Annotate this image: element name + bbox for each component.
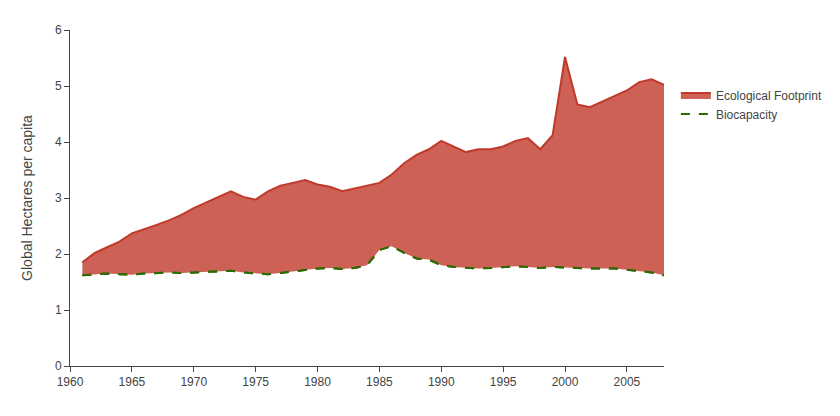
svg-text:1: 1 xyxy=(55,303,62,317)
svg-text:1995: 1995 xyxy=(490,375,517,389)
svg-text:Global Hectares per capita: Global Hectares per capita xyxy=(19,115,35,281)
svg-text:1980: 1980 xyxy=(304,375,331,389)
svg-text:1975: 1975 xyxy=(242,375,269,389)
svg-text:Ecological Footprint: Ecological Footprint xyxy=(716,89,822,103)
svg-text:5: 5 xyxy=(55,79,62,93)
svg-text:1970: 1970 xyxy=(180,375,207,389)
svg-text:2: 2 xyxy=(55,247,62,261)
svg-text:0: 0 xyxy=(55,359,62,373)
svg-text:Biocapacity: Biocapacity xyxy=(716,108,777,122)
svg-text:1985: 1985 xyxy=(366,375,393,389)
svg-text:2005: 2005 xyxy=(614,375,641,389)
svg-text:1990: 1990 xyxy=(428,375,455,389)
svg-text:2000: 2000 xyxy=(552,375,579,389)
svg-text:4: 4 xyxy=(55,135,62,149)
svg-text:3: 3 xyxy=(55,191,62,205)
svg-text:6: 6 xyxy=(55,23,62,37)
svg-text:1965: 1965 xyxy=(119,375,146,389)
svg-text:1960: 1960 xyxy=(57,375,84,389)
